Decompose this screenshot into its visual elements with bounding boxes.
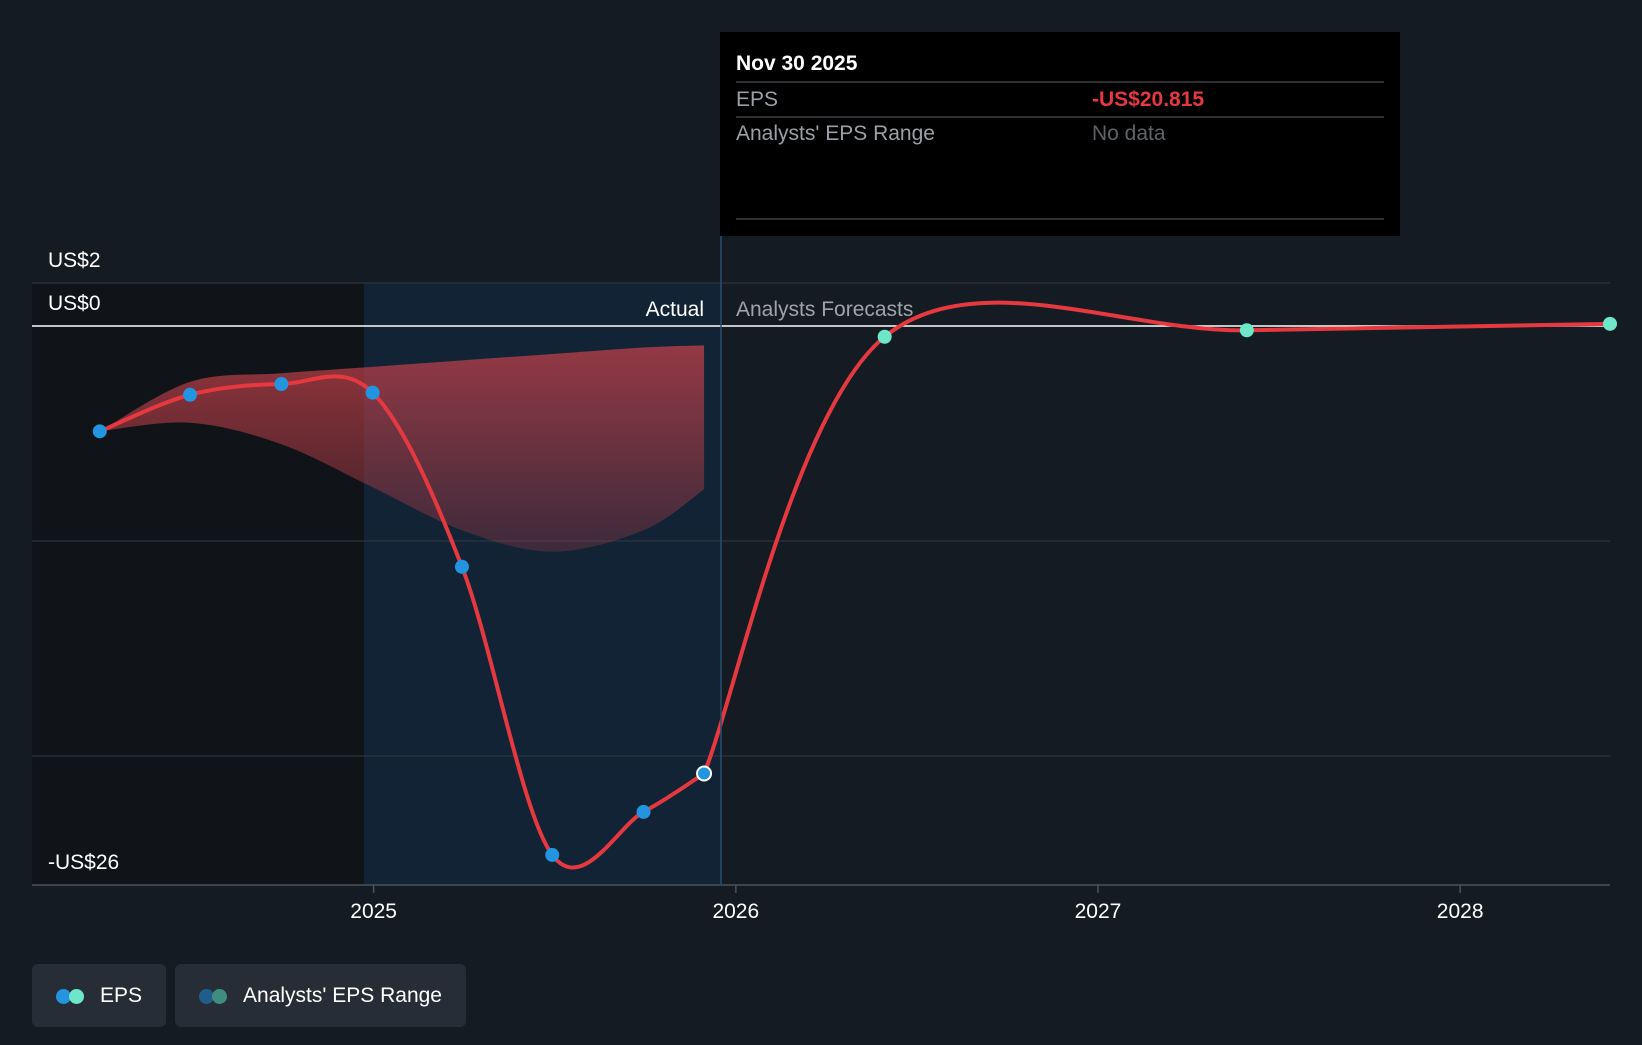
analysts-eps-range-band bbox=[99, 345, 705, 552]
analysts-eps-range-area bbox=[99, 345, 705, 552]
tooltip-range-value: No data bbox=[1092, 122, 1166, 145]
tooltip-eps-label: EPS bbox=[736, 88, 778, 111]
tooltip: Nov 30 2025 EPS -US$20.815 Analysts' EPS… bbox=[720, 32, 1400, 236]
eps-point bbox=[545, 847, 560, 862]
y-axis-label: US$0 bbox=[48, 292, 101, 315]
legend-item-eps[interactable]: EPS bbox=[32, 964, 167, 1027]
legend-label: EPS bbox=[100, 983, 143, 1007]
x-axis-ticks: 2025 2026 2027 2028 bbox=[350, 885, 1484, 923]
eps-point bbox=[274, 377, 289, 392]
eps-line bbox=[702, 300, 1612, 776]
eps-point bbox=[636, 804, 651, 819]
x-tick-label: 2026 bbox=[712, 900, 759, 923]
eps-point bbox=[1239, 323, 1254, 338]
y-axis-label: -US$26 bbox=[48, 851, 119, 874]
tooltip-eps-value: -US$20.815 bbox=[1092, 88, 1204, 111]
x-tick-label: 2027 bbox=[1075, 900, 1122, 923]
eps-legend-icon bbox=[56, 987, 88, 1005]
legend-dot-forecast bbox=[212, 988, 228, 1004]
forecast-label: Analysts Forecasts bbox=[736, 298, 913, 321]
eps-point bbox=[454, 559, 469, 574]
legend-label: Analysts' EPS Range bbox=[243, 983, 442, 1007]
legend-dot-actual bbox=[199, 988, 215, 1004]
eps-line bbox=[97, 374, 707, 870]
eps-point bbox=[877, 329, 892, 344]
tooltip-box bbox=[720, 32, 1400, 236]
eps-point bbox=[92, 424, 107, 439]
y-axis-labels: US$2 US$0 -US$26 bbox=[48, 249, 119, 874]
y-axis-label: US$2 bbox=[48, 249, 101, 272]
legend-dot-actual bbox=[56, 988, 71, 1004]
x-tick-label: 2025 bbox=[350, 900, 397, 923]
x-tick-label: 2028 bbox=[1437, 900, 1484, 923]
gridlines bbox=[32, 282, 1610, 886]
legend-dot-forecast bbox=[69, 988, 84, 1004]
eps-point bbox=[696, 765, 713, 782]
eps-point bbox=[1603, 316, 1617, 331]
legend: EPS Analysts' EPS Range bbox=[32, 964, 466, 1027]
eps-point bbox=[365, 385, 380, 400]
eps-point bbox=[183, 387, 198, 402]
legend-item-analysts-eps-range[interactable]: Analysts' EPS Range bbox=[175, 964, 466, 1027]
actual-label: Actual bbox=[646, 298, 704, 321]
eps-points bbox=[92, 316, 1617, 862]
tooltip-range-label: Analysts' EPS Range bbox=[736, 122, 935, 145]
tooltip-date: Nov 30 2025 bbox=[736, 52, 858, 75]
eps-lines bbox=[97, 300, 1612, 870]
range-legend-icon bbox=[199, 987, 231, 1005]
